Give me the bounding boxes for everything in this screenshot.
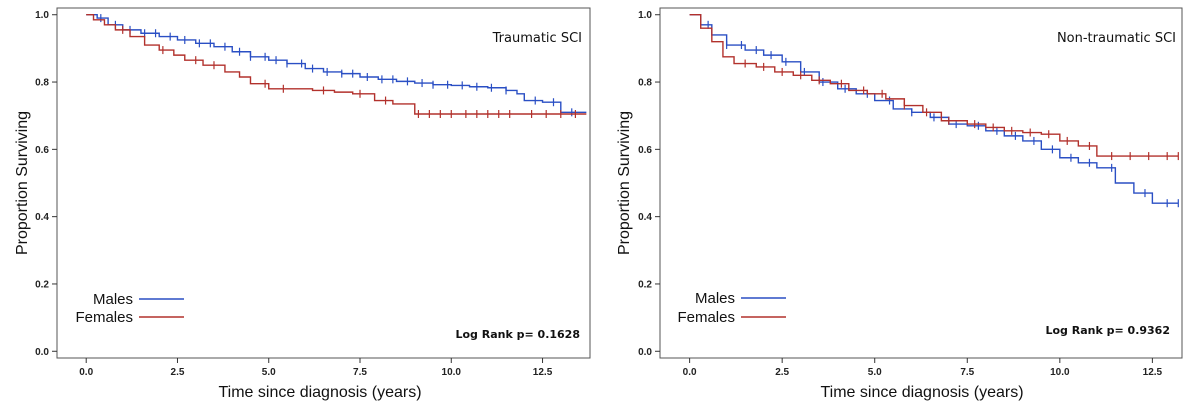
logrank-traumatic: Log Rank p= 0.1628 [455,328,580,341]
panel-non-traumatic: 0.00.20.40.60.81.0 0.0 2.5 5.0 7.5 10.0 12.5 … [616,7,1183,401]
km-curve-females [689,14,1179,157]
legend-non-traumatic: Males Females [677,290,786,326]
legend-label-females: Females [75,309,133,326]
legend-label-males: Males [695,290,735,307]
y-axis-label-traumatic: Proportion Surviving [14,111,31,255]
y-tick-label: 0.6 [638,145,652,156]
x-tick-label: 0.0 [79,367,93,378]
y-axis-label-non-traumatic: Proportion Surviving [616,111,633,255]
x-tick-label: 7.5 [353,367,367,378]
legend-label-males: Males [93,291,133,308]
series-non-traumatic [689,14,1179,208]
y-tick-label: 0.8 [638,78,652,89]
y-tick-label: 1.0 [35,10,49,21]
km-curve-males [86,14,587,114]
panel-traumatic: 0.00.20.40.60.81.0 0.0 2.5 5.0 7.5 10.0 12.5 … [14,7,591,401]
x-tick-label: 12.5 [533,367,553,378]
y-ticks-non-traumatic: 0.0 0.2 0.4 0.6 0.8 1.0 [638,10,660,358]
km-curve-males [689,14,1179,204]
y-tick-label: 0.0 [35,347,49,358]
y-tick-label: 0.0 [638,347,652,358]
plot-frame-traumatic [56,7,591,359]
y-tick-label: 0.2 [638,279,652,290]
x-ticks-non-traumatic: 0.0 2.5 5.0 7.5 10.0 12.5 [683,358,1163,378]
x-tick-label: 5.0 [868,367,882,378]
km-curve-females [86,14,587,115]
logrank-non-traumatic: Log Rank p= 0.9362 [1045,324,1170,337]
y-tick-label: 0.4 [638,212,652,223]
y-tick-label: 0.4 [35,212,49,223]
panel-title-non-traumatic: Non-traumatic SCI [1057,31,1176,46]
x-tick-label: 10.0 [1050,367,1070,378]
x-tick-label: 10.0 [442,367,462,378]
legend-label-females: Females [677,309,735,326]
y-tick-label: 0.8 [35,78,49,89]
y-tick-label: 1.0 [638,10,652,21]
x-tick-label: 2.5 [775,367,789,378]
x-axis-label-traumatic: Time since diagnosis (years) [218,384,421,401]
series-traumatic [86,14,587,119]
x-tick-label: 7.5 [960,367,974,378]
y-tick-label: 0.2 [35,279,49,290]
plot-frame-non-traumatic [659,7,1183,359]
x-tick-label: 2.5 [171,367,185,378]
x-tick-label: 12.5 [1143,367,1163,378]
x-ticks-traumatic: 0.0 2.5 5.0 7.5 10.0 12.5 [79,358,553,378]
x-tick-label: 0.0 [683,367,697,378]
y-ticks-traumatic: 0.0 0.2 0.4 0.6 0.8 1.0 [35,10,57,358]
y-tick-label: 0.6 [35,145,49,156]
legend-traumatic: Males Females [75,291,184,326]
panel-title-traumatic: Traumatic SCI [492,31,582,46]
x-axis-label-non-traumatic: Time since diagnosis (years) [820,384,1023,401]
x-tick-label: 5.0 [262,367,276,378]
